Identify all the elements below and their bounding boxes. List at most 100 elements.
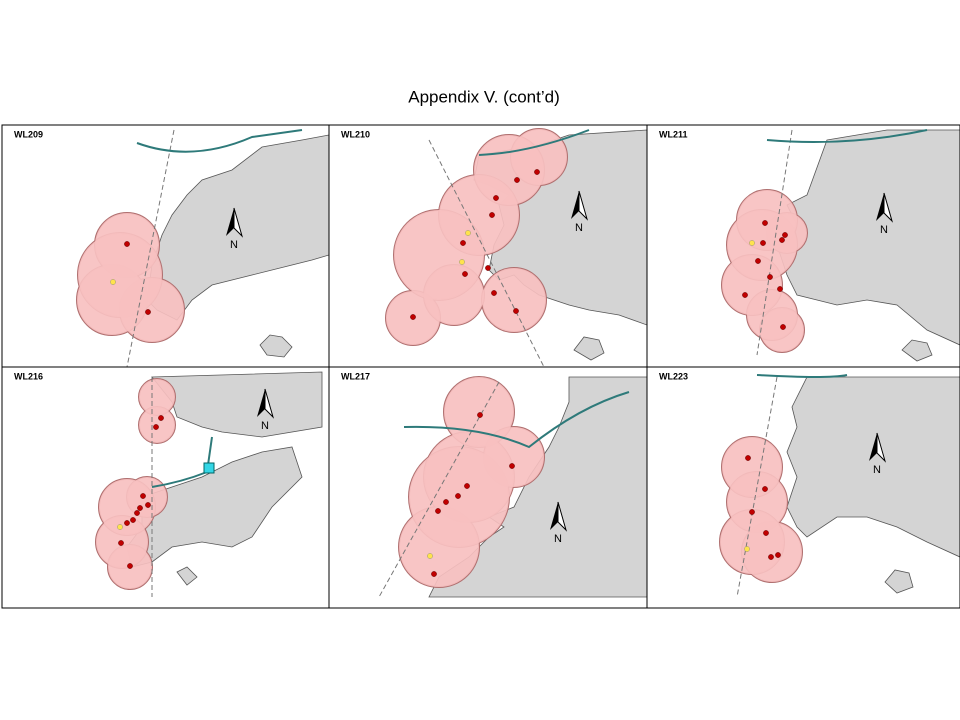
- sighting-yellow: [465, 230, 471, 236]
- sighting-red: [485, 265, 491, 271]
- sighting-red: [140, 493, 146, 499]
- buffer-zone: [127, 477, 167, 517]
- land: [176, 566, 198, 586]
- land: [573, 336, 605, 361]
- road: [136, 129, 303, 153]
- sighting-red: [134, 510, 140, 516]
- map-panel: N WL211: [659, 129, 960, 362]
- road: [478, 129, 590, 156]
- sighting-red: [777, 286, 783, 292]
- north-arrow: [571, 191, 579, 219]
- sighting-red: [410, 314, 416, 320]
- buffer-zone: [760, 308, 804, 352]
- transect-line: [378, 381, 500, 598]
- panel-label: WL223: [659, 371, 688, 381]
- sighting-red: [762, 220, 768, 226]
- north-label: N: [873, 464, 881, 476]
- sighting-red: [767, 274, 773, 280]
- north-label: N: [575, 222, 583, 234]
- panel-label: WL209: [14, 129, 43, 139]
- transect-line: [126, 129, 175, 367]
- sighting-red: [158, 415, 164, 421]
- north-arrow: [876, 432, 887, 463]
- sighting-red: [763, 530, 769, 536]
- road: [766, 129, 928, 144]
- land: [151, 371, 323, 438]
- map-panel: N WL217: [341, 371, 647, 598]
- buffer-zone: [424, 265, 484, 325]
- sighting-red: [779, 237, 785, 243]
- buffer-zone: [139, 379, 175, 415]
- land: [884, 569, 914, 594]
- sighting-red: [462, 271, 468, 277]
- buffer-zone: [482, 268, 546, 332]
- sighting-red: [760, 240, 766, 246]
- land: [901, 339, 933, 362]
- panel-label: WL217: [341, 371, 370, 381]
- sighting-yellow: [744, 546, 750, 552]
- sighting-red: [775, 552, 781, 558]
- buffer-zone: [511, 129, 567, 185]
- sighting-red: [755, 258, 761, 264]
- north-arrow: [578, 190, 589, 221]
- sighting-red: [464, 483, 470, 489]
- sighting-red: [124, 241, 130, 247]
- north-label: N: [261, 420, 269, 432]
- sighting-red: [780, 324, 786, 330]
- sighting-red: [431, 571, 437, 577]
- land: [259, 334, 293, 358]
- map-panel: N WL209: [14, 129, 329, 367]
- panel-border: [646, 366, 960, 609]
- north-arrow: [869, 433, 877, 461]
- sighting-red: [435, 508, 441, 514]
- sighting-red: [124, 520, 130, 526]
- sighting-red: [514, 177, 520, 183]
- sighting-red: [489, 212, 495, 218]
- sighting-red: [460, 240, 466, 246]
- land: [786, 376, 960, 558]
- sighting-red: [443, 499, 449, 505]
- north-arrow: [876, 193, 884, 221]
- water-area: [203, 462, 215, 474]
- panel-label: WL216: [14, 371, 43, 381]
- sighting-yellow: [459, 259, 465, 265]
- north-label: N: [554, 533, 562, 545]
- north-arrow: [226, 208, 234, 236]
- north-label: N: [230, 239, 238, 251]
- map-panel: N WL216: [14, 371, 323, 597]
- north-arrow: [233, 207, 244, 238]
- transect-line: [428, 139, 545, 367]
- sighting-red: [130, 517, 136, 523]
- sighting-red: [509, 463, 515, 469]
- buffer-zone: [399, 507, 479, 587]
- panel-label: WL211: [659, 129, 688, 139]
- sighting-red: [493, 195, 499, 201]
- north-arrow: [550, 502, 558, 530]
- sighting-yellow: [427, 553, 433, 559]
- sighting-red: [749, 509, 755, 515]
- sighting-red: [782, 232, 788, 238]
- panel-label: WL210: [341, 129, 370, 139]
- map-panel: N WL223: [659, 371, 960, 598]
- sighting-red: [145, 309, 151, 315]
- sighting-red: [762, 486, 768, 492]
- sighting-red: [491, 290, 497, 296]
- transect-line: [736, 376, 778, 598]
- sighting-red: [153, 424, 159, 430]
- north-label: N: [880, 224, 888, 236]
- road: [403, 391, 630, 449]
- sighting-red: [127, 563, 133, 569]
- sighting-red: [534, 169, 540, 175]
- sighting-red: [455, 493, 461, 499]
- sighting-yellow: [117, 524, 123, 530]
- sighting-yellow: [749, 240, 755, 246]
- sighting-red: [118, 540, 124, 546]
- buffer-zone: [77, 265, 147, 335]
- sighting-red: [137, 505, 143, 511]
- north-arrow: [557, 501, 568, 532]
- sighting-red: [742, 292, 748, 298]
- north-arrow: [257, 389, 265, 417]
